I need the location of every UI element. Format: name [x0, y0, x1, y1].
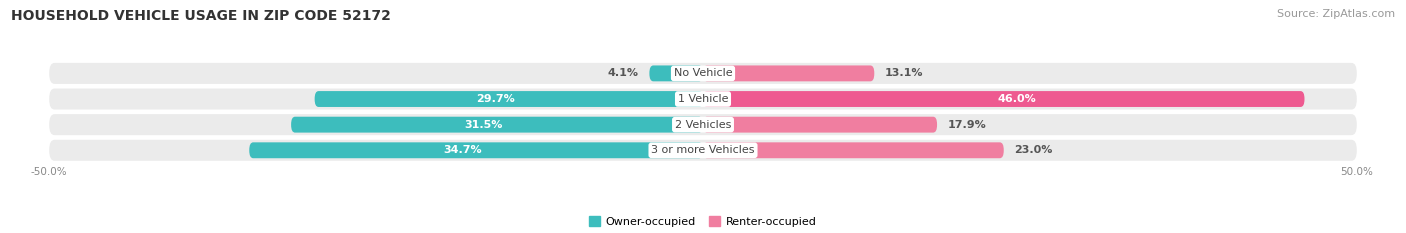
FancyBboxPatch shape [249, 142, 703, 158]
Text: 29.7%: 29.7% [477, 94, 515, 104]
FancyBboxPatch shape [49, 140, 1357, 161]
Text: Source: ZipAtlas.com: Source: ZipAtlas.com [1277, 9, 1395, 19]
FancyBboxPatch shape [315, 91, 703, 107]
Text: 13.1%: 13.1% [884, 69, 924, 78]
FancyBboxPatch shape [703, 65, 875, 81]
Text: 17.9%: 17.9% [948, 120, 986, 130]
Text: 2 Vehicles: 2 Vehicles [675, 120, 731, 130]
Text: 34.7%: 34.7% [444, 145, 482, 155]
Text: 4.1%: 4.1% [607, 69, 638, 78]
Text: 23.0%: 23.0% [1014, 145, 1053, 155]
Text: HOUSEHOLD VEHICLE USAGE IN ZIP CODE 52172: HOUSEHOLD VEHICLE USAGE IN ZIP CODE 5217… [11, 9, 391, 23]
Text: 3 or more Vehicles: 3 or more Vehicles [651, 145, 755, 155]
Text: 46.0%: 46.0% [997, 94, 1036, 104]
FancyBboxPatch shape [703, 142, 1004, 158]
Text: 1 Vehicle: 1 Vehicle [678, 94, 728, 104]
FancyBboxPatch shape [49, 114, 1357, 135]
Legend: Owner-occupied, Renter-occupied: Owner-occupied, Renter-occupied [585, 212, 821, 231]
Text: No Vehicle: No Vehicle [673, 69, 733, 78]
Text: 31.5%: 31.5% [465, 120, 503, 130]
FancyBboxPatch shape [703, 91, 1305, 107]
FancyBboxPatch shape [703, 117, 936, 133]
FancyBboxPatch shape [49, 89, 1357, 110]
FancyBboxPatch shape [291, 117, 703, 133]
FancyBboxPatch shape [49, 63, 1357, 84]
FancyBboxPatch shape [650, 65, 703, 81]
